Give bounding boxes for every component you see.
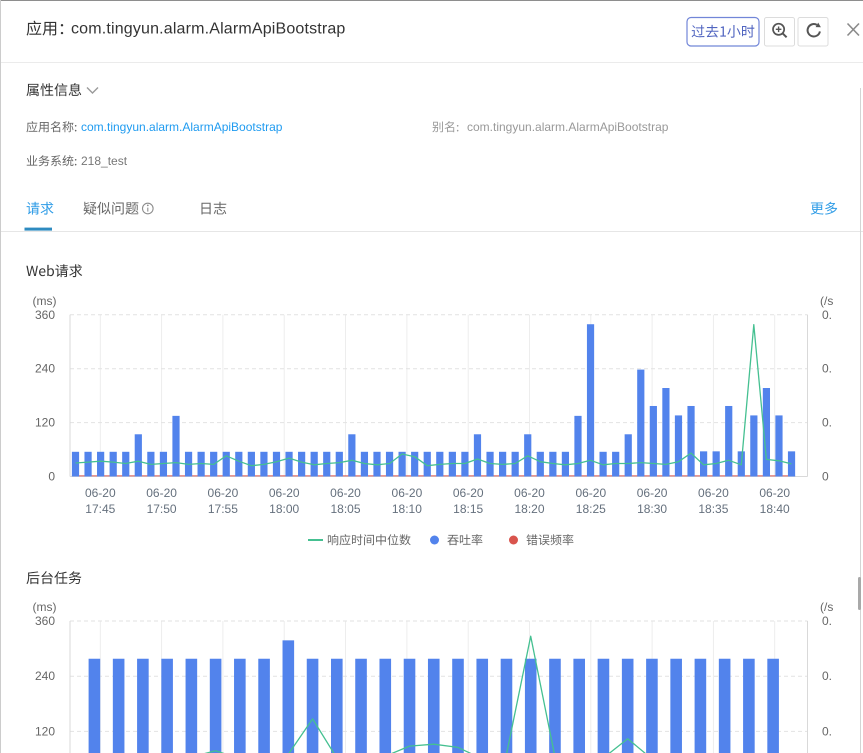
svg-text:18:25: 18:25 — [576, 502, 606, 516]
svg-text:06-20: 06-20 — [85, 486, 116, 500]
svg-text:0.: 0. — [822, 724, 832, 738]
svg-text:0: 0 — [48, 470, 55, 484]
svg-text:06-20: 06-20 — [208, 486, 239, 500]
svg-text:com.tingyun.alarm.AlarmApiBoot: com.tingyun.alarm.AlarmApiBootstrap — [81, 120, 283, 134]
svg-text:17:50: 17:50 — [147, 502, 177, 516]
svg-text:06-20: 06-20 — [637, 486, 668, 500]
svg-text:18:30: 18:30 — [637, 502, 667, 516]
svg-text:0.: 0. — [822, 416, 832, 430]
svg-text:06-20: 06-20 — [759, 486, 790, 500]
svg-text:0.: 0. — [822, 614, 832, 628]
svg-text:240: 240 — [35, 669, 55, 683]
svg-text:06-20: 06-20 — [514, 486, 545, 500]
svg-text:17:45: 17:45 — [85, 502, 115, 516]
svg-text:06-20: 06-20 — [698, 486, 729, 500]
svg-text:18:35: 18:35 — [698, 502, 728, 516]
svg-text:18:40: 18:40 — [760, 502, 790, 516]
svg-text:18:20: 18:20 — [514, 502, 544, 516]
svg-text:06-20: 06-20 — [575, 486, 606, 500]
svg-text:(/s: (/s — [820, 600, 833, 614]
svg-text:120: 120 — [35, 416, 55, 430]
svg-text:240: 240 — [35, 362, 55, 376]
svg-text:120: 120 — [35, 724, 55, 738]
svg-text:(ms): (ms) — [33, 294, 57, 308]
svg-text:218_test: 218_test — [81, 154, 128, 168]
svg-text:18:15: 18:15 — [453, 502, 483, 516]
svg-text:(/s: (/s — [820, 294, 833, 308]
svg-text:com.tingyun.alarm.AlarmApiBoot: com.tingyun.alarm.AlarmApiBootstrap — [467, 120, 669, 134]
svg-text:360: 360 — [35, 614, 55, 628]
svg-text:06-20: 06-20 — [453, 486, 484, 500]
svg-text:0.: 0. — [822, 669, 832, 683]
svg-text:06-20: 06-20 — [392, 486, 423, 500]
svg-text:0.: 0. — [822, 308, 832, 322]
svg-text:06-20: 06-20 — [330, 486, 361, 500]
svg-text:0.: 0. — [822, 362, 832, 376]
svg-text:06-20: 06-20 — [269, 486, 300, 500]
svg-text:360: 360 — [35, 308, 55, 322]
svg-text:06-20: 06-20 — [146, 486, 177, 500]
svg-text:17:55: 17:55 — [208, 502, 238, 516]
svg-text:0: 0 — [822, 470, 829, 484]
svg-text:(ms): (ms) — [33, 600, 57, 614]
svg-text:com.tingyun.alarm.AlarmApiBoot: com.tingyun.alarm.AlarmApiBootstrap — [71, 21, 346, 38]
svg-text:18:00: 18:00 — [269, 502, 299, 516]
svg-text:18:10: 18:10 — [392, 502, 422, 516]
svg-text:18:05: 18:05 — [330, 502, 360, 516]
